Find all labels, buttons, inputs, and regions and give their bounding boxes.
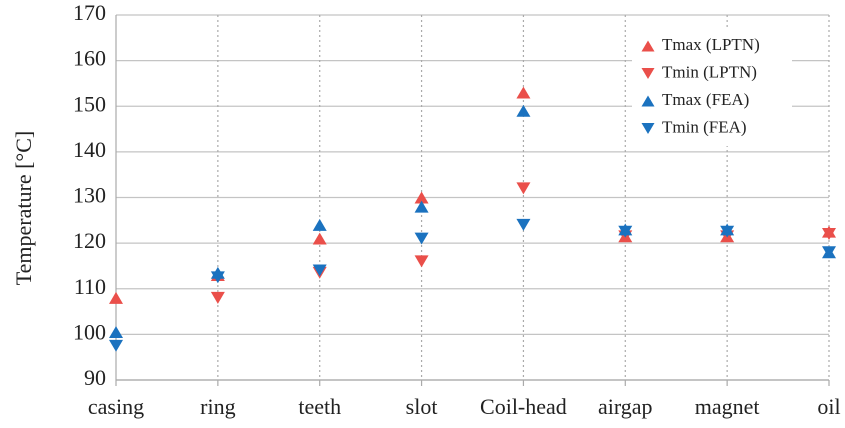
legend-box (632, 30, 792, 146)
marker (109, 326, 123, 339)
x-tick-label: magnet (695, 394, 760, 419)
x-tick-label: Coil-head (480, 394, 567, 419)
x-tick-label: teeth (298, 394, 341, 419)
marker (414, 191, 429, 204)
y-tick-label: 140 (73, 137, 106, 162)
marker (414, 255, 429, 268)
marker (414, 232, 429, 245)
y-tick-label: 90 (84, 365, 106, 390)
legend-label: Tmax (FEA) (662, 90, 749, 109)
x-tick-label: slot (406, 394, 438, 419)
legend-marker (641, 122, 655, 135)
marker (822, 228, 836, 240)
marker (618, 225, 633, 238)
marker (516, 104, 531, 117)
marker (414, 200, 429, 213)
legend-marker (641, 67, 655, 80)
legend-label: Tmax (LPTN) (662, 35, 760, 54)
y-tick-label: 170 (73, 0, 106, 25)
marker (516, 86, 531, 99)
marker (210, 271, 225, 284)
y-tick-label: 160 (73, 46, 106, 71)
marker (109, 339, 123, 352)
x-tick-label: casing (88, 394, 144, 419)
marker (822, 246, 836, 259)
marker (210, 291, 225, 304)
legend: Tmax (LPTN) Tmin (LPTN) Tmax (FEA) Tmin (FE… (632, 30, 792, 146)
legend-label: Tmin (FEA) (662, 117, 747, 136)
y-tick-label: 120 (73, 228, 106, 253)
y-tick-label: 150 (73, 91, 106, 116)
marker (516, 182, 531, 195)
marker (720, 225, 735, 238)
marker (312, 264, 327, 277)
y-tick-label: 110 (74, 274, 106, 299)
legend-marker (641, 40, 655, 52)
y-axis-label: Temperature [°C] (11, 131, 36, 285)
marker (109, 291, 123, 304)
legend-label: Tmin (LPTN) (662, 62, 757, 81)
y-tick-label: 130 (73, 183, 106, 208)
x-tick-label: ring (200, 394, 235, 419)
y-tick-label: 100 (73, 319, 106, 344)
legend-marker (641, 95, 655, 107)
marker (312, 232, 327, 245)
x-tick-label: oil (817, 394, 840, 419)
marker (312, 218, 327, 231)
marker (516, 218, 531, 231)
x-tick-label: airgap (598, 394, 653, 419)
